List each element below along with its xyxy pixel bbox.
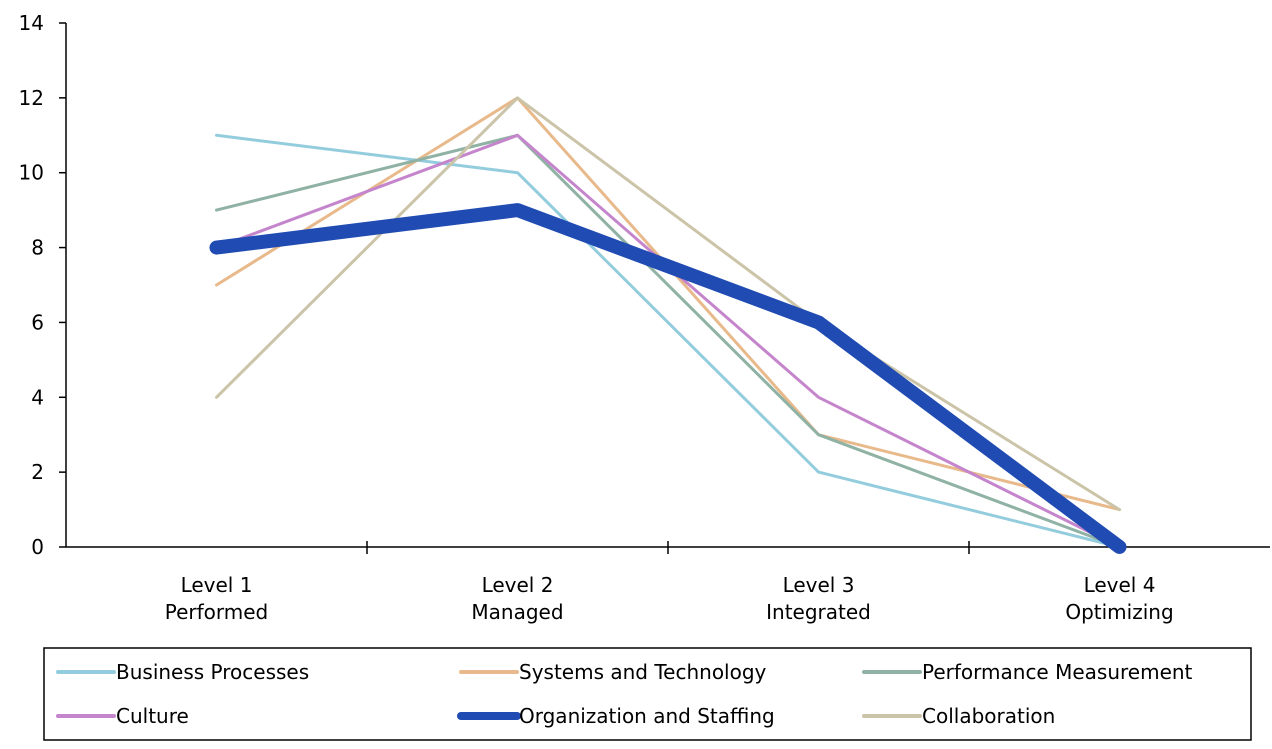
y-tick-label: 10 (19, 161, 44, 185)
y-tick-label: 12 (19, 86, 44, 110)
y-tick-label: 0 (31, 535, 44, 559)
legend-label-organization-and-staffing: Organization and Staffing (519, 704, 775, 728)
series-line-culture (215, 133, 1121, 549)
legend-label-collaboration: Collaboration (922, 704, 1055, 728)
x-tick-label: Level 3 Integrated (766, 573, 871, 624)
axes: 0 2 4 6 8 10 12 14 Level 1 Performed Level 2 Manage… (19, 11, 1270, 624)
legend-box (43, 647, 1252, 741)
x-tick-label: Level 4 Optimizing (1065, 573, 1173, 624)
y-tick-label: 8 (31, 236, 44, 260)
series-lines (209, 96, 1127, 554)
series-line-business-processes (215, 133, 1121, 549)
legend-label-performance-measurement: Performance Measurement (922, 660, 1193, 684)
y-tick-label: 14 (19, 11, 44, 35)
series-line-organization-and-staffing (209, 203, 1127, 554)
legend-label-business-processes: Business Processes (116, 660, 309, 684)
y-tick-label: 4 (31, 385, 44, 409)
legend-label-culture: Culture (116, 704, 189, 728)
y-tick-label: 6 (31, 310, 44, 334)
legend-label-systems-and-technology: Systems and Technology (519, 660, 767, 684)
x-tick-label: Level 2 Managed (471, 573, 563, 624)
series-line-collaboration (215, 96, 1121, 512)
series-line-performance-measurement (215, 133, 1121, 549)
y-tick-label: 2 (31, 460, 44, 484)
x-tick-label: Level 1 Performed (165, 573, 269, 624)
legend: Business Processes Systems and Technology… (43, 647, 1252, 741)
